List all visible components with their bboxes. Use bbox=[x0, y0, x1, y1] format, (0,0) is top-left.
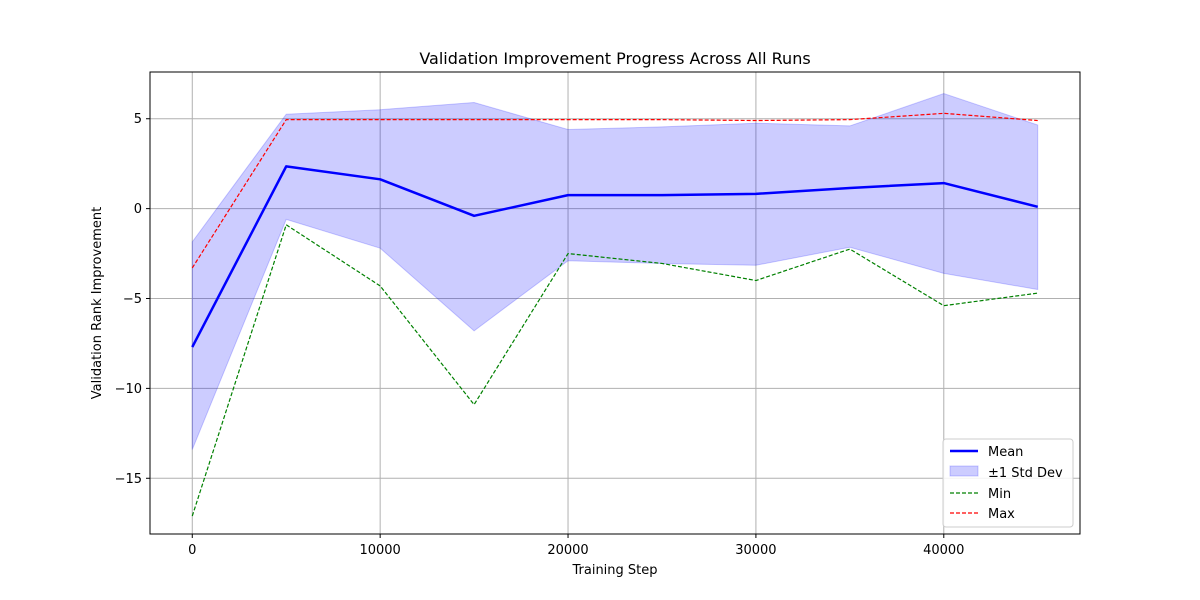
legend-label-std: ±1 Std Dev bbox=[988, 466, 1063, 481]
x-tick-label: 0 bbox=[188, 543, 196, 558]
y-tick-label: 0 bbox=[134, 202, 142, 217]
legend-swatch-std bbox=[949, 465, 979, 477]
series-line-max bbox=[191, 112, 1038, 269]
y-tick-label: −5 bbox=[123, 292, 142, 307]
grid bbox=[150, 72, 1080, 534]
legend-label-min: Min bbox=[988, 487, 1011, 502]
ticks: 0 10000 20000 30000 40000 5 0 −5 −10 −15 bbox=[115, 112, 965, 558]
y-axis-label: Validation Rank Improvement bbox=[90, 207, 105, 399]
series-line-mean bbox=[191, 165, 1039, 348]
x-tick-label: 30000 bbox=[735, 543, 776, 558]
x-tick-label: 20000 bbox=[547, 543, 588, 558]
legend: Mean ±1 Std Dev Min Max bbox=[942, 438, 1074, 528]
std-band bbox=[191, 93, 1039, 450]
legend-label-max: Max bbox=[988, 507, 1015, 522]
chart-title: Validation Improvement Progress Across A… bbox=[419, 49, 810, 68]
x-tick-label: 10000 bbox=[359, 543, 400, 558]
legend-label-mean: Mean bbox=[988, 445, 1023, 460]
y-tick-label: −15 bbox=[115, 472, 142, 487]
plot-frame bbox=[149, 71, 1081, 535]
y-tick-label: 5 bbox=[134, 112, 142, 127]
std-band-layer bbox=[191, 93, 1039, 450]
series-layer bbox=[191, 112, 1039, 517]
x-tick-label: 40000 bbox=[923, 543, 964, 558]
series-line-min bbox=[191, 224, 1038, 517]
y-tick-label: −10 bbox=[115, 382, 142, 397]
legend-box bbox=[942, 438, 1074, 528]
x-axis-label: Training Step bbox=[571, 563, 657, 578]
